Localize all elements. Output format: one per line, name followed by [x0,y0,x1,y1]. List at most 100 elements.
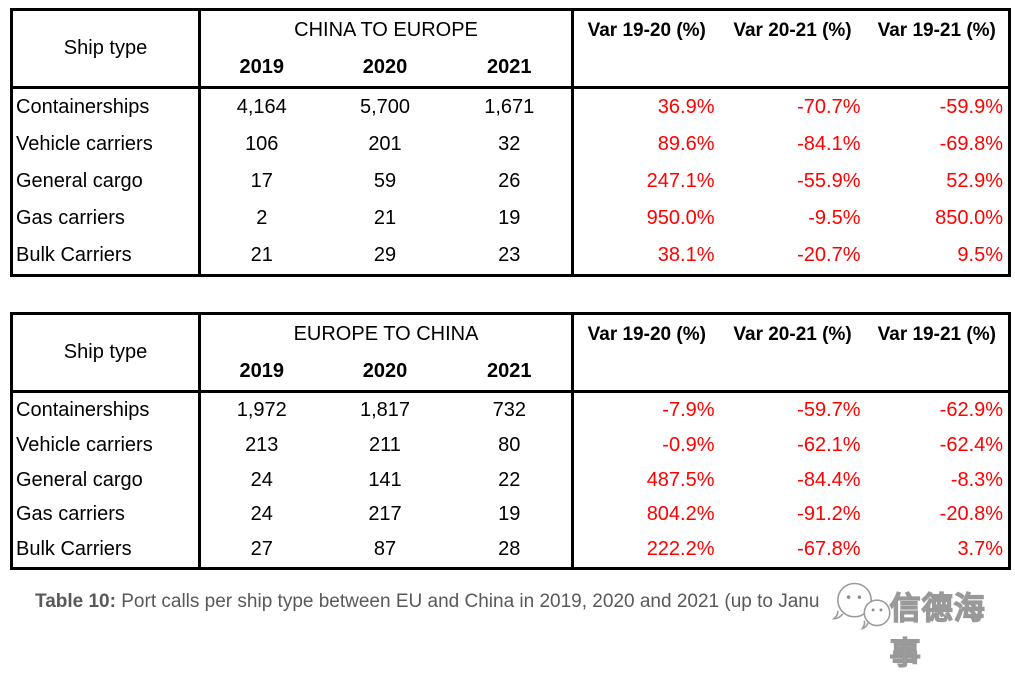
var-19-21-value: -20.8% [939,503,1004,525]
ship-type-cell: Bulk Carriers [11,236,201,276]
year-2019-value: 21 [250,243,273,266]
var-19-21-header: Var 19-21 (%) [865,313,1010,393]
caption-label: Table 10: [35,591,116,612]
year-2020-value: 211 [369,434,401,456]
europe-to-china-table: Ship type EUROPE TO CHINA Var 19-20 (%) … [10,312,1012,570]
var-19-20-value: 38.1% [657,243,715,266]
table-row: Gas carriers 2 21 19 950.0% -9.5% 850.0% [11,199,1010,237]
var-19-21-value: -62.9% [939,399,1004,422]
year-2020-value: 141 [368,468,402,491]
year-2021-value: 80 [447,428,575,463]
var-19-21-value: 3.7% [957,537,1004,560]
var-20-21-value: -20.7% [797,243,861,266]
year-header-2021: 2021 [447,353,575,393]
var-20-21-value: -70.7% [797,96,861,119]
table-row: Bulk Carriers 21 29 23 38.1% -20.7% 9.5% [11,236,1010,276]
wechat-icon [831,582,891,630]
ship-type-cell: Containerships [11,391,201,429]
watermark: 信德海事 [831,577,1015,673]
china-to-europe-table: Ship type CHINA TO EUROPE Var 19-20 (%) … [10,8,1011,277]
page: { "tables": [ { "id": "china-to-europe",… [10,8,1012,672]
year-2020-value: 1,817 [359,399,411,422]
year-2019-value: 24 [250,468,273,491]
var-19-20-header: Var 19-20 (%) [572,313,720,393]
year-2019-value: 2 [256,206,268,229]
table-row: Vehicle carriers 106 201 32 89.6% -84.1%… [11,126,1010,164]
var-19-20-header: Var 19-20 (%) [572,9,720,89]
var-20-21-value: -91.2% [797,503,861,525]
var-19-21-value: 9.5% [957,243,1003,266]
var-19-20-value: 950.0% [646,206,715,229]
var-19-21-value: -69.8% [939,133,1003,156]
year-2021-value: 19 [447,199,574,237]
table-row: General cargo 17 59 26 247.1% -55.9% 52.… [11,163,1010,200]
year-2019-value: 27 [250,537,273,560]
year-header-2020: 2020 [322,49,448,89]
var-20-21-value: -55.9% [797,169,861,192]
year-2019-value: 106 [245,133,279,156]
year-2020-value: 5,700 [359,96,411,119]
year-2021-value: 32 [447,126,574,164]
caption-text: Port calls per ship type between EU and … [121,591,820,612]
year-2020-value: 217 [368,503,402,525]
ship-type-cell: General cargo [11,163,201,200]
year-2019-value: 4,164 [236,96,287,119]
var-19-21-value: 850.0% [935,206,1003,229]
var-20-21-value: -67.8% [797,537,861,560]
var-20-21-value: -84.4% [797,468,861,491]
year-2020-value: 59 [373,169,397,192]
table-row: Bulk Carriers 27 87 28 222.2% -67.8% 3.7… [11,531,1010,569]
ship-type-header: Ship type [11,9,201,89]
var-19-20-value: 89.6% [657,133,715,156]
year-2021-value: 1,671 [447,87,574,127]
var-19-21-value: 52.9% [946,169,1003,192]
var-19-21-value: -62.4% [939,434,1004,456]
var-19-20-value: 247.1% [646,169,715,192]
direction-header: CHINA TO EUROPE [199,9,574,50]
ship-type-cell: Gas carriers [11,199,201,237]
table-row: Containerships 4,164 5,700 1,671 36.9% -… [11,87,1010,127]
table-row: Gas carriers 24 217 19 804.2% -91.2% -20… [11,497,1010,532]
year-2021-value: 732 [447,391,575,429]
header-row-1: Ship type CHINA TO EUROPE Var 19-20 (%) … [11,9,1010,89]
ship-type-header: Ship type [11,313,201,393]
direction-header: EUROPE TO CHINA [199,313,575,354]
year-2021-value: 26 [447,163,574,200]
ship-type-cell: Containerships [11,87,201,127]
ship-type-cell: Vehicle carriers [11,126,201,164]
var-20-21-value: -59.7% [797,399,861,422]
year-header-2021: 2021 [447,49,574,89]
var-20-21-header: Var 20-21 (%) [719,313,866,393]
header-row-2: 2019 2020 2021 [12,353,1010,393]
var-20-21-value: -9.5% [808,206,861,229]
year-2019-value: 213 [245,434,279,456]
var-20-21-value: -62.1% [797,434,861,456]
var-19-21-header: Var 19-21 (%) [865,9,1010,89]
year-2020-value: 87 [373,537,397,560]
year-2019-value: 1,972 [236,399,287,422]
var-19-20-value: -7.9% [662,399,715,422]
year-2021-value: 19 [447,497,575,532]
header-row-2: 2019 2020 2021 [12,49,1010,89]
year-2019-value: 17 [250,169,273,192]
table-row: General cargo 24 141 22 487.5% -84.4% -8… [11,462,1010,498]
ship-type-cell: Bulk Carriers [11,531,201,569]
year-2021-value: 23 [447,236,574,276]
ship-type-cell: Gas carriers [11,497,201,532]
table-row: Containerships 1,972 1,817 732 -7.9% -59… [11,391,1010,429]
year-2020-value: 29 [373,243,397,266]
var-19-20-value: 487.5% [646,468,715,491]
watermark-text: 信德海事 [889,590,986,671]
year-2020-value: 21 [373,206,397,229]
ship-type-cell: General cargo [11,462,201,498]
year-2020-value: 201 [368,133,402,156]
var-19-21-value: -8.3% [950,468,1004,491]
var-19-20-value: 804.2% [646,503,715,525]
year-2021-value: 22 [447,462,575,498]
table-row: Vehicle carriers 213 211 80 -0.9% -62.1%… [11,428,1010,463]
header-row-1: Ship type EUROPE TO CHINA Var 19-20 (%) … [11,313,1010,393]
table-caption: Table 10: Port calls per ship type betwe… [35,591,819,613]
var-19-20-value: 222.2% [646,537,715,560]
ship-type-cell: Vehicle carriers [11,428,201,463]
var-20-21-value: -84.1% [797,133,861,156]
